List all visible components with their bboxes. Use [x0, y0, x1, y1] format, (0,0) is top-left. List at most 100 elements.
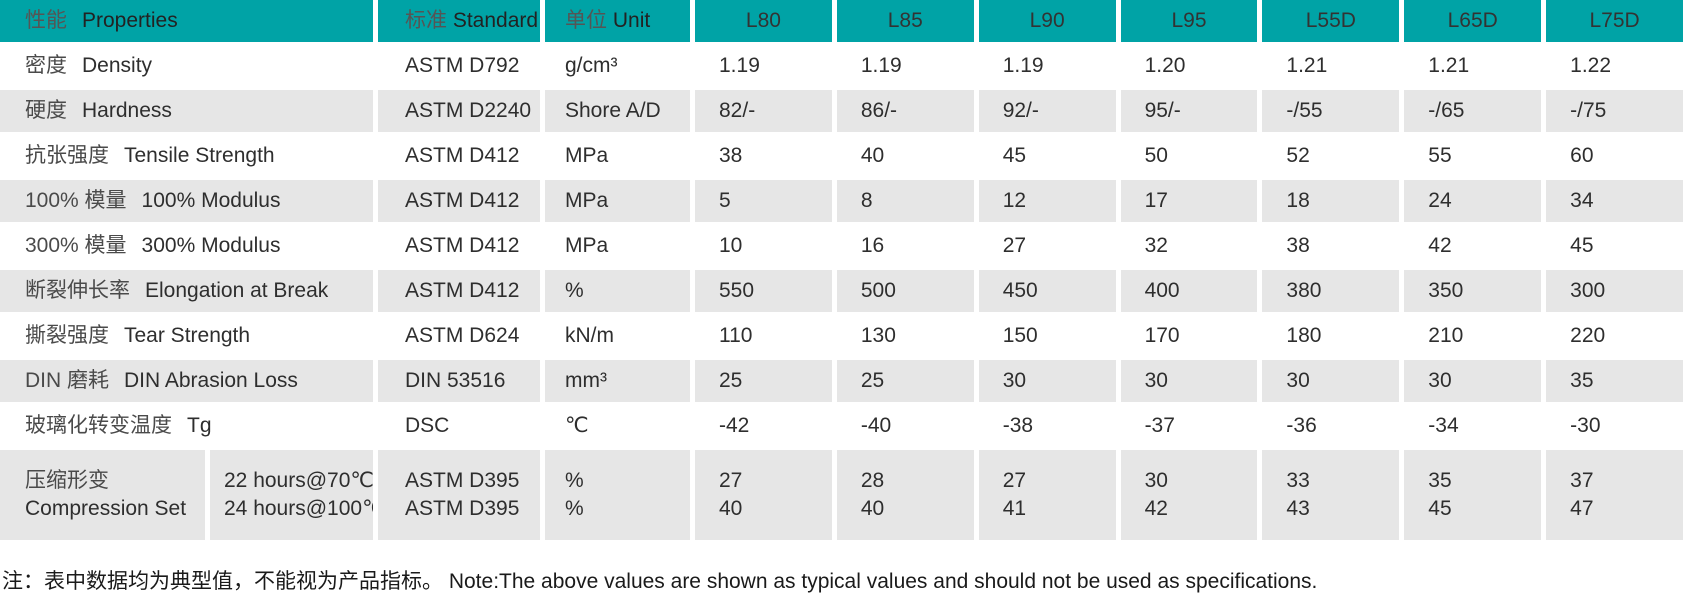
- compression-set-row: 压缩形变 Compression Set 22 hours@70℃ 24 hours@…: [0, 450, 1683, 540]
- footnote: 注：表中数据均为典型值，不能视为产品指标。 Note:The above val…: [2, 570, 1318, 593]
- standard-cell: DIN 53516: [378, 360, 540, 402]
- value-cell: 38: [1262, 225, 1400, 267]
- header-cell-grade: L55D: [1262, 0, 1400, 42]
- value-cell: -36: [1262, 405, 1400, 447]
- property-cell: 撕裂强度 Tear Strength: [0, 315, 373, 357]
- value-cell: 55: [1404, 135, 1542, 177]
- value-cell: 16: [836, 225, 974, 267]
- property-cell: DIN 磨耗 DIN Abrasion Loss: [0, 360, 373, 402]
- header-unit-zh: 单位: [565, 8, 607, 32]
- value-cell: -42: [695, 405, 832, 447]
- table-row: 密度 Density ASTM D792 g/cm³ 1.19 1.19 1.19 1.20 1…: [0, 45, 1683, 87]
- header-standard-en: Standard: [452, 8, 539, 32]
- value-cell: -38: [978, 405, 1116, 447]
- property-name-zh: 硬度: [25, 98, 67, 122]
- header-properties-zh: 性能: [25, 8, 67, 32]
- value-cell: 52: [1262, 135, 1400, 177]
- value-cell: -40: [836, 405, 974, 447]
- standard-cell: ASTM D412: [378, 135, 540, 177]
- value-line: 40: [860, 497, 885, 520]
- value-cell: 45: [978, 135, 1116, 177]
- unit-cell: MPa: [545, 180, 690, 222]
- compression-name-zh: 压缩形变: [25, 468, 109, 492]
- unit-line: %: [565, 497, 584, 520]
- compression-standard-cell: ASTM D395 ASTM D395: [378, 450, 540, 540]
- property-cell: 抗张强度 Tensile Strength: [0, 135, 373, 177]
- header-cell-grade: L75D: [1546, 0, 1683, 42]
- standard-cell: ASTM D792: [378, 45, 540, 87]
- compression-name-en: Compression Set: [25, 497, 187, 520]
- standard-cell: ASTM D412: [378, 180, 540, 222]
- property-name-en: Tg: [187, 413, 212, 437]
- compression-value-cell: 35 45: [1404, 450, 1542, 540]
- property-cell: 玻璃化转变温度 Tg: [0, 405, 373, 447]
- value-cell: 1.19: [836, 45, 974, 87]
- compression-value-cell: 27 41: [978, 450, 1116, 540]
- value-line: 35: [1428, 468, 1452, 492]
- property-name-en: Hardness: [82, 98, 172, 122]
- value-cell: 40: [836, 135, 974, 177]
- value-line: 41: [1002, 497, 1027, 520]
- property-name-zh: 抗张强度: [25, 143, 109, 167]
- value-cell: 25: [836, 360, 974, 402]
- table-body: 密度 Density ASTM D792 g/cm³ 1.19 1.19 1.19 1.20 1…: [0, 45, 1683, 447]
- compression-value-cell: 37 47: [1546, 450, 1683, 540]
- unit-cell: kN/m: [545, 315, 690, 357]
- compression-conditions-cell: 22 hours@70℃ 24 hours@100℃: [210, 450, 373, 540]
- header-cell-grade: L80: [695, 0, 832, 42]
- compression-value-cell: 30 42: [1120, 450, 1258, 540]
- header-cell-grade: L65D: [1404, 0, 1542, 42]
- value-cell: 86/-: [836, 90, 974, 132]
- value-cell: 1.19: [695, 45, 832, 87]
- value-cell: 380: [1262, 270, 1400, 312]
- compression-value-cell: 33 43: [1262, 450, 1400, 540]
- unit-cell: Shore A/D: [545, 90, 690, 132]
- property-cell: 密度 Density: [0, 45, 373, 87]
- value-line: 40: [719, 497, 743, 520]
- condition-line: 24 hours@100℃: [224, 497, 373, 520]
- value-line: 27: [719, 468, 743, 492]
- value-cell: -/55: [1262, 90, 1400, 132]
- value-cell: 150: [978, 315, 1116, 357]
- property-name-zh: 密度: [25, 53, 67, 77]
- standard-line: ASTM D395: [405, 468, 520, 492]
- value-cell: 42: [1404, 225, 1542, 267]
- value-cell: 550: [695, 270, 832, 312]
- property-cell: 300% 模量 300% Modulus: [0, 225, 373, 267]
- value-cell: 450: [978, 270, 1116, 312]
- unit-cell: g/cm³: [545, 45, 690, 87]
- header-cell-grade: L95: [1120, 0, 1258, 42]
- value-cell: 32: [1120, 225, 1258, 267]
- value-cell: 5: [695, 180, 832, 222]
- value-line: 33: [1286, 468, 1310, 492]
- table-row: 玻璃化转变温度 Tg DSC ℃ -42 -40 -38 -37 -36 -34 -30: [0, 405, 1683, 447]
- value-line: 47: [1570, 497, 1594, 520]
- standard-cell: ASTM D2240: [378, 90, 540, 132]
- value-cell: -/75: [1546, 90, 1683, 132]
- property-name-en: Density: [82, 53, 153, 77]
- table-row: 撕裂强度 Tear Strength ASTM D624 kN/m 110 130 150 1…: [0, 315, 1683, 357]
- property-name-en: Tear Strength: [124, 323, 251, 347]
- property-name-zh: 玻璃化转变温度: [25, 413, 172, 437]
- unit-line: %: [565, 468, 584, 492]
- table-row: 300% 模量 300% Modulus ASTM D412 MPa 10 16 27 32 3…: [0, 225, 1683, 267]
- value-cell: 60: [1546, 135, 1683, 177]
- value-line: 28: [860, 468, 885, 492]
- header-cell-grade: L85: [836, 0, 974, 42]
- value-cell: 1.20: [1120, 45, 1258, 87]
- value-cell: 30: [1120, 360, 1258, 402]
- value-line: 43: [1286, 497, 1310, 520]
- compression-name-cell: 压缩形变 Compression Set: [0, 450, 205, 540]
- standard-cell: ASTM D412: [378, 270, 540, 312]
- value-cell: 170: [1120, 315, 1258, 357]
- value-cell: 1.21: [1262, 45, 1400, 87]
- compression-value-cell: 28 40: [836, 450, 974, 540]
- property-cell: 硬度 Hardness: [0, 90, 373, 132]
- property-cell: 100% 模量 100% Modulus: [0, 180, 373, 222]
- value-cell: 1.22: [1546, 45, 1683, 87]
- value-cell: 130: [836, 315, 974, 357]
- value-cell: 82/-: [695, 90, 832, 132]
- value-line: 42: [1144, 497, 1168, 520]
- value-cell: -/65: [1404, 90, 1542, 132]
- value-cell: 24: [1404, 180, 1542, 222]
